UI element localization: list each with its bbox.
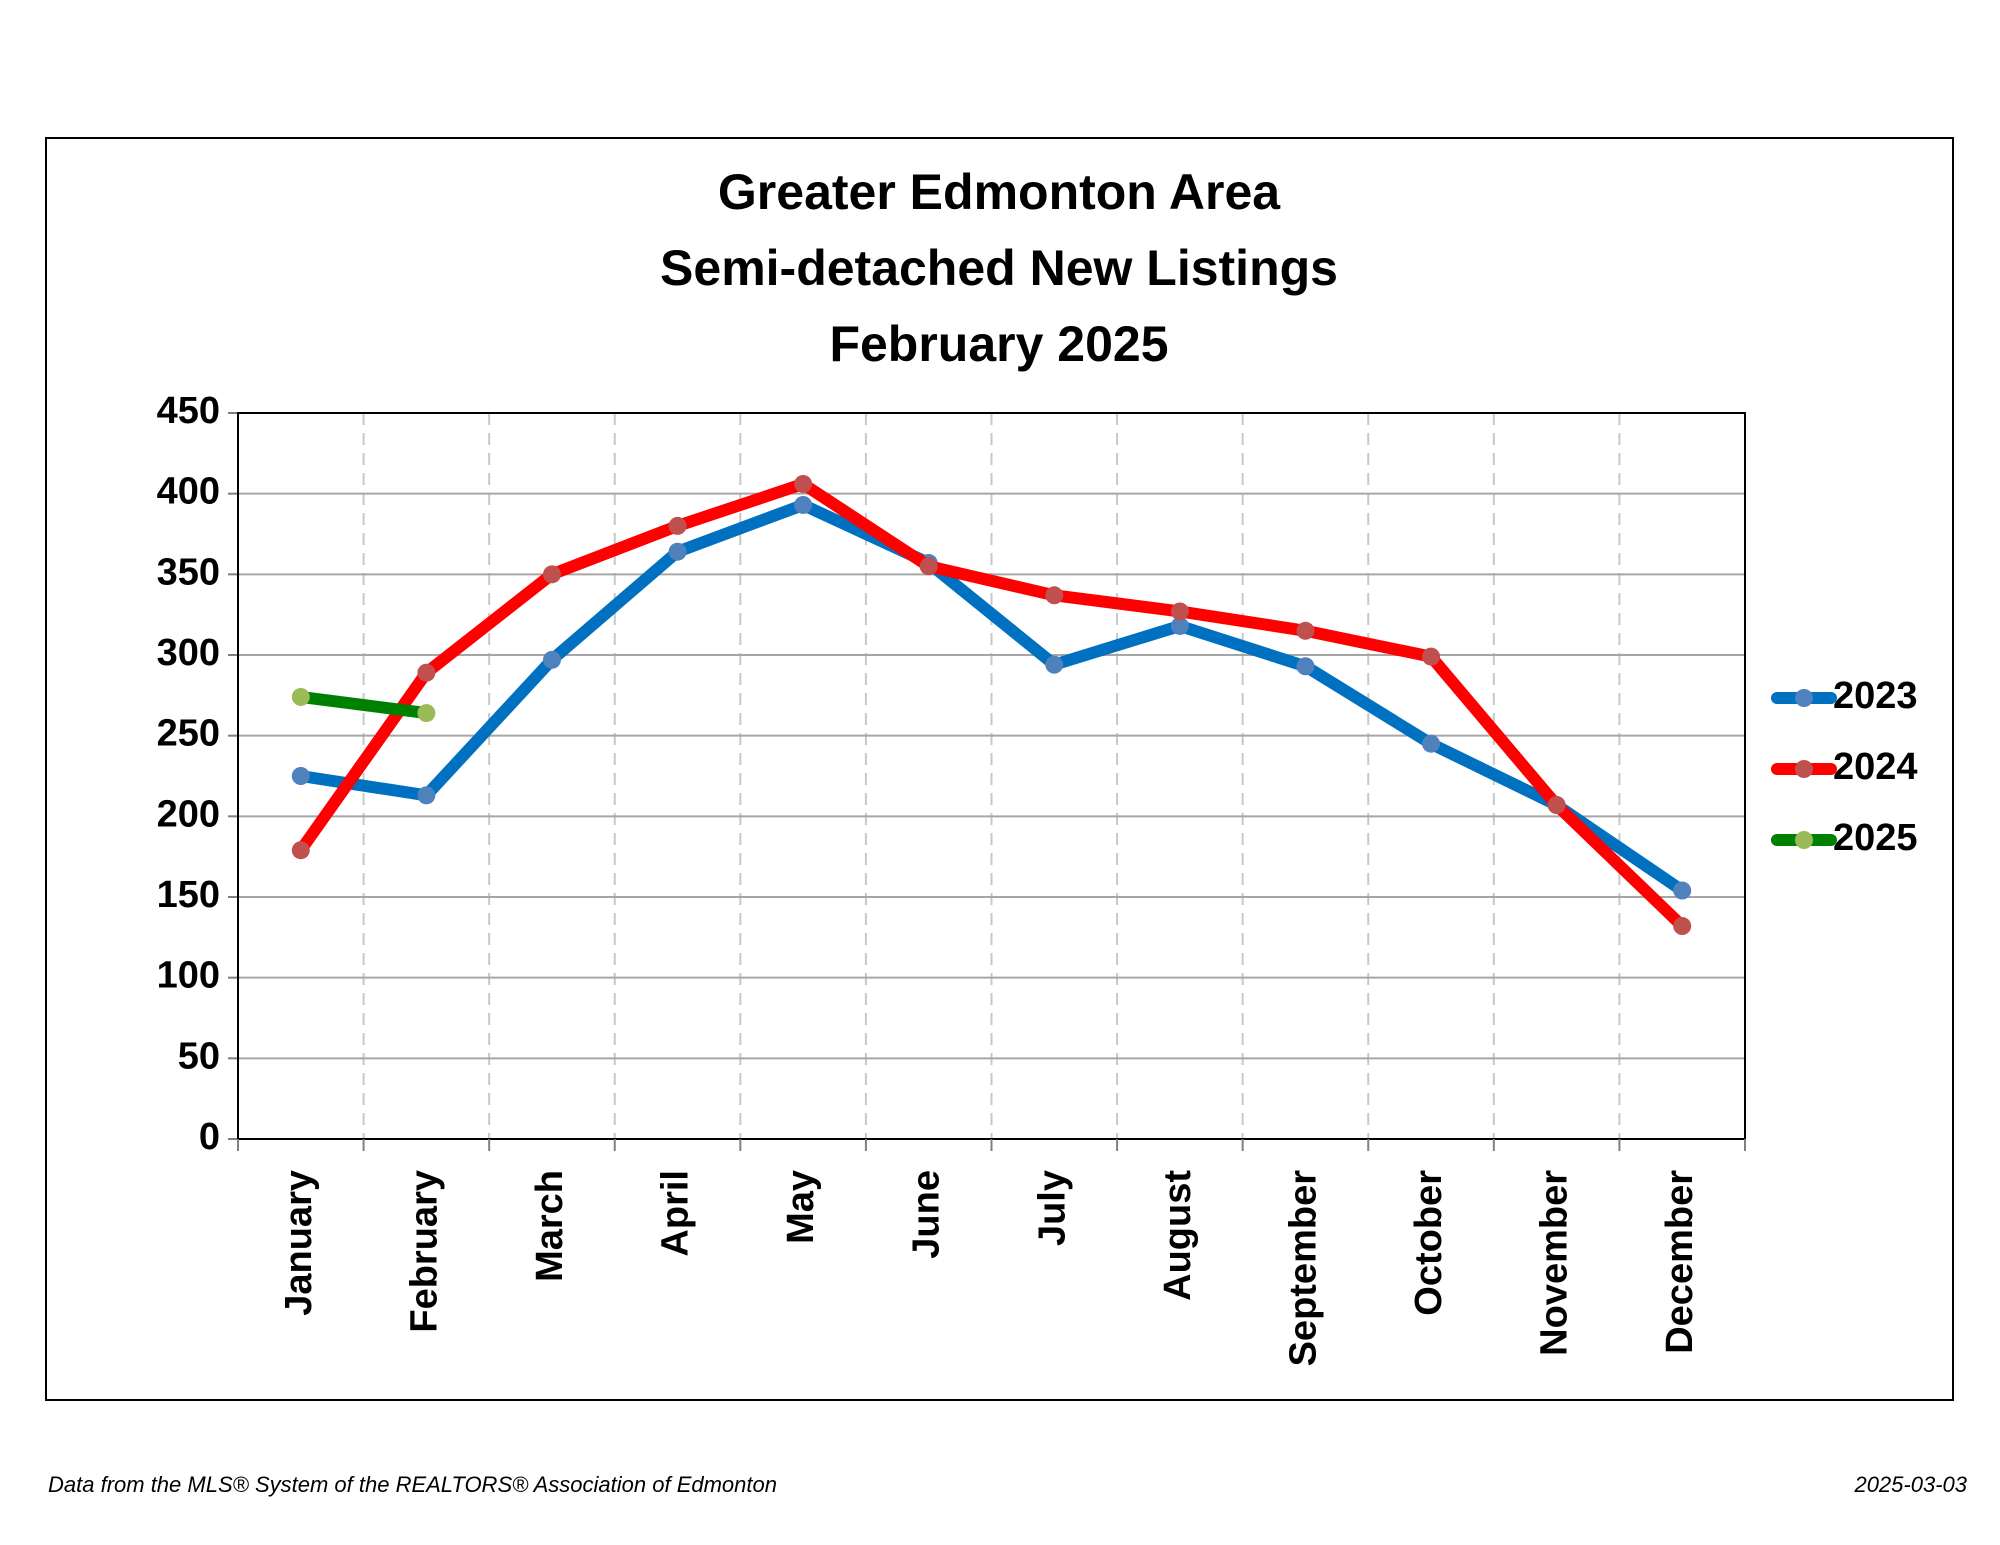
series-marker	[1422, 734, 1441, 753]
series-marker	[1045, 655, 1064, 674]
chart-title: Semi-detached New Listings	[660, 240, 1338, 296]
chart-title: February 2025	[829, 316, 1168, 372]
legend-marker	[1795, 760, 1813, 778]
y-tick-label: 100	[157, 955, 220, 997]
y-tick-label: 0	[199, 1116, 220, 1158]
x-tick-label: August	[1157, 1170, 1199, 1301]
x-tick-label: June	[906, 1170, 948, 1259]
series-marker	[1045, 586, 1064, 605]
series-marker	[542, 650, 561, 669]
x-tick-label: January	[278, 1170, 320, 1316]
series-marker	[668, 516, 687, 535]
x-tick-label: December	[1659, 1170, 1701, 1354]
y-tick-label: 150	[157, 874, 220, 916]
series-marker	[1673, 881, 1692, 900]
series-marker	[291, 767, 310, 785]
series-marker	[1296, 621, 1315, 640]
series-marker	[291, 687, 310, 706]
series-marker	[417, 704, 436, 723]
date-note: 2025-03-03	[1853, 1472, 1967, 1497]
series-line	[294, 477, 1689, 933]
series-marker	[1547, 796, 1566, 815]
y-tick-label: 300	[157, 632, 220, 674]
x-tick-label: September	[1282, 1170, 1324, 1367]
source-note: Data from the MLS® System of the REALTOR…	[48, 1472, 777, 1497]
series-marker	[794, 474, 813, 493]
series-marker	[542, 565, 561, 584]
y-tick-label: 350	[157, 551, 220, 593]
y-tick-label: 200	[157, 793, 220, 835]
legend-label: 2024	[1833, 746, 1918, 788]
series-marker	[291, 841, 310, 860]
series-marker	[668, 542, 687, 561]
series-line	[294, 690, 433, 720]
x-tick-label: March	[529, 1170, 571, 1282]
legend-label: 2023	[1833, 675, 1918, 717]
series-marker	[417, 786, 436, 805]
series-marker	[1170, 616, 1189, 635]
legend-label: 2025	[1833, 817, 1918, 859]
x-tick-label: October	[1408, 1170, 1450, 1316]
y-tick-label: 400	[157, 471, 220, 513]
series-marker	[1673, 917, 1692, 936]
series-line	[294, 498, 1689, 897]
series-marker	[1170, 602, 1189, 621]
x-tick-label: May	[780, 1170, 822, 1244]
series-marker	[794, 495, 813, 514]
y-tick-label: 450	[157, 390, 220, 432]
legend-marker	[1795, 831, 1813, 849]
x-tick-label: April	[655, 1170, 697, 1257]
y-tick-label: 250	[157, 713, 220, 755]
series-marker	[919, 557, 938, 576]
x-tick-label: July	[1031, 1170, 1073, 1246]
legend-marker	[1795, 689, 1813, 707]
x-tick-label: November	[1534, 1170, 1576, 1356]
series-marker	[1296, 657, 1315, 676]
x-tick-label: February	[403, 1170, 445, 1333]
series-marker	[417, 663, 436, 682]
chart-title: Greater Edmonton Area	[718, 164, 1281, 220]
series-marker	[1422, 647, 1441, 666]
y-tick-label: 50	[178, 1035, 220, 1077]
